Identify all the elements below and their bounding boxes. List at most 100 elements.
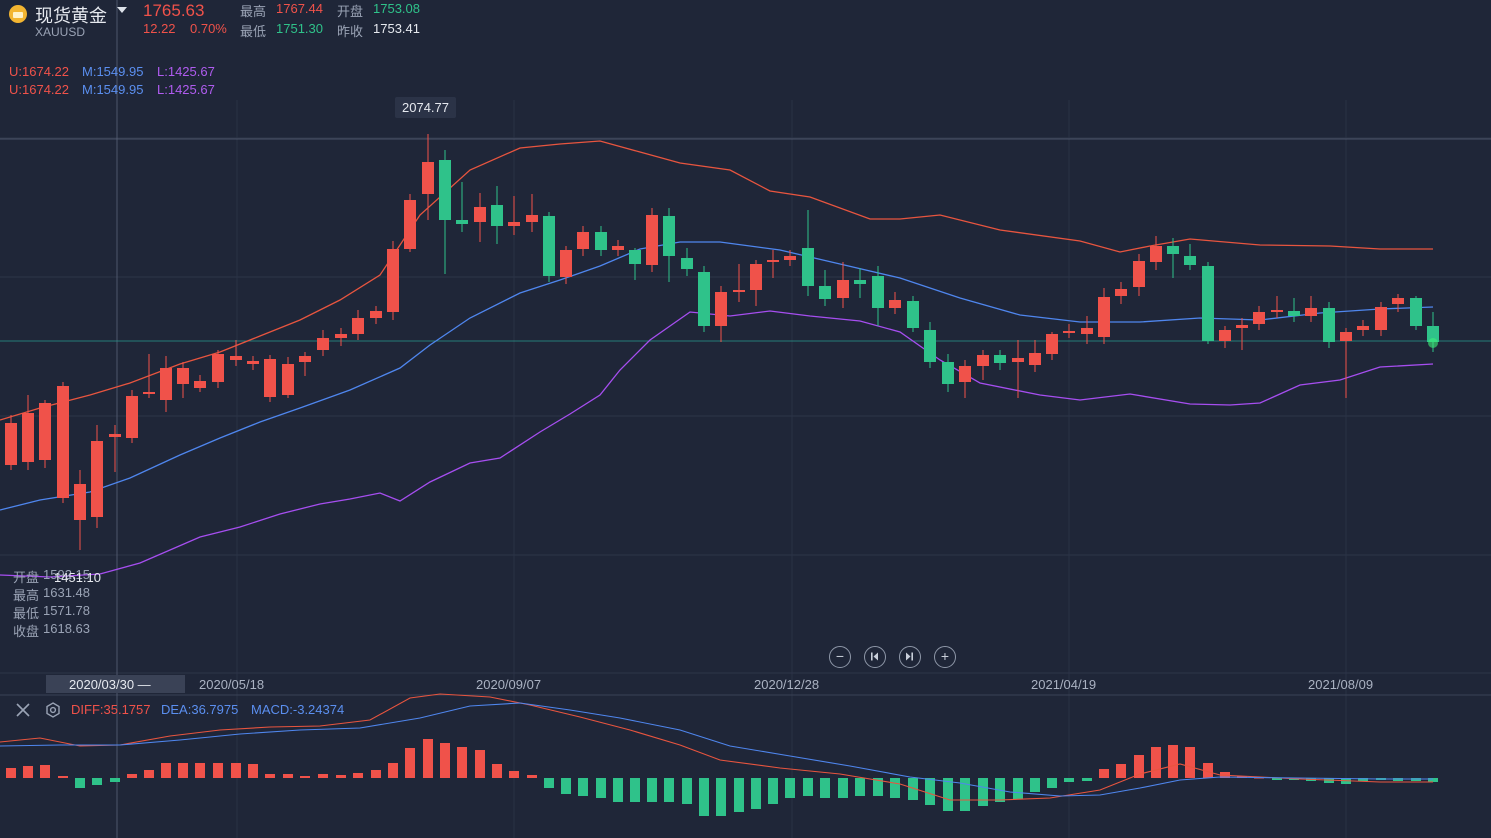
zoom-out-icon[interactable]: −	[829, 646, 851, 668]
macd-bar-up	[283, 774, 293, 778]
high-value: 1767.44	[276, 1, 323, 16]
instrument-code: XAUUSD	[35, 25, 86, 39]
candle-up	[282, 364, 294, 395]
candle-down	[942, 362, 954, 384]
macd-bar-up	[213, 763, 223, 778]
macd-bar-down	[925, 778, 935, 805]
candle-down	[543, 216, 555, 276]
candle-up	[1392, 298, 1404, 304]
macd-bar-down	[578, 778, 588, 796]
close-icon[interactable]	[14, 701, 32, 719]
candle-up	[1340, 332, 1352, 341]
candle-up	[1305, 308, 1317, 316]
candle-up	[767, 260, 779, 262]
boll-upper-legend: U:1674.22	[9, 64, 69, 79]
ohlc-low-value: 1571.78	[43, 603, 90, 618]
macd-bar-up	[388, 763, 398, 778]
macd-bar-down	[803, 778, 813, 796]
macd-bar-up	[161, 763, 171, 778]
macd-bar-up	[248, 764, 258, 778]
candle-up	[1063, 331, 1075, 333]
macd-bar-up	[353, 773, 363, 778]
candle-up	[1357, 326, 1369, 330]
candle-down	[491, 205, 503, 226]
candle-up	[422, 162, 434, 194]
candle-down	[629, 250, 641, 264]
forward-icon[interactable]	[899, 646, 921, 668]
macd-bar-up	[265, 774, 275, 778]
candle-up	[1253, 312, 1265, 324]
candle-up	[526, 215, 538, 222]
macd-bar-down	[1064, 778, 1074, 782]
time-label: 2020/09/07	[476, 677, 542, 692]
candle-up	[1081, 328, 1093, 334]
candle-up	[1098, 297, 1110, 337]
ohlc-high-label: 最高	[13, 588, 40, 603]
candle-up	[370, 311, 382, 318]
rewind-icon[interactable]	[864, 646, 886, 668]
ohlc-high-value: 1631.48	[43, 585, 90, 600]
candle-up	[1046, 334, 1058, 354]
candle-up	[959, 366, 971, 382]
candle-up	[387, 249, 399, 312]
macd-bar-down	[978, 778, 988, 806]
instrument-name[interactable]: 现货黄金	[35, 6, 107, 26]
low-label: 最低	[240, 24, 267, 39]
macd-bar-down	[1047, 778, 1057, 788]
cursor-date: 2020/03/30 —	[69, 677, 151, 692]
macd-bar-down	[838, 778, 848, 798]
candle-down	[994, 355, 1006, 363]
macd-bar-up	[371, 770, 381, 778]
candle-up	[5, 423, 17, 465]
candle-down	[663, 216, 675, 256]
macd-bar-up	[1168, 745, 1178, 778]
macd-bar-down	[873, 778, 883, 796]
candle-up	[612, 246, 624, 250]
zoom-in-icon[interactable]: +	[934, 646, 956, 668]
candle-down	[802, 248, 814, 286]
macd-bar-up	[6, 768, 16, 778]
candle-up	[143, 392, 155, 394]
candle-down	[456, 220, 468, 224]
macd-bar-down	[1013, 778, 1023, 799]
candle-up	[194, 381, 206, 388]
ohlc-panel: 开盘 1592.15 最高 1631.48 最低 1571.78 收盘 1618…	[6, 563, 112, 643]
macd-bar-down	[110, 778, 120, 782]
candle-up	[264, 359, 276, 397]
ohlc-close-label: 收盘	[13, 624, 40, 639]
open-label: 开盘	[337, 4, 364, 19]
time-label: 2021/04/19	[1031, 677, 1097, 692]
candle-up	[74, 484, 86, 520]
candle-up	[352, 318, 364, 334]
macd-dea: DEA:36.7975	[161, 702, 239, 717]
candle-up	[1271, 310, 1283, 312]
candle-up	[230, 356, 242, 360]
settings-icon[interactable]	[44, 701, 62, 719]
macd-bar-down	[596, 778, 606, 798]
candle-down	[1427, 326, 1439, 342]
macd-bar-up	[440, 743, 450, 778]
open-value: 1753.08	[373, 1, 420, 16]
boll-mid-legend-2: M:1549.95	[82, 82, 144, 97]
candle-up	[646, 215, 658, 265]
candle-up	[247, 361, 259, 364]
macd-diff-line	[0, 693, 1433, 801]
boll-lower-legend-2: L:1425.67	[157, 82, 215, 97]
macd-bar-down	[1428, 778, 1438, 782]
candle-down	[819, 286, 831, 299]
candle-up	[889, 300, 901, 308]
macd-bar-up	[127, 774, 137, 778]
macd-bar-down	[751, 778, 761, 809]
candle-down	[698, 272, 710, 326]
candle-up	[1029, 353, 1041, 365]
macd-bar-down	[890, 778, 900, 798]
candle-down	[907, 301, 919, 328]
ohlc-low-label: 最低	[13, 606, 40, 621]
candle-up	[212, 354, 224, 382]
ohlc-close-value: 1618.63	[43, 621, 90, 636]
ohlc-open-value: 1592.15	[43, 567, 90, 582]
candle-up	[335, 334, 347, 338]
macd-bar-up	[1151, 747, 1161, 778]
dropdown-icon[interactable]	[117, 7, 127, 13]
